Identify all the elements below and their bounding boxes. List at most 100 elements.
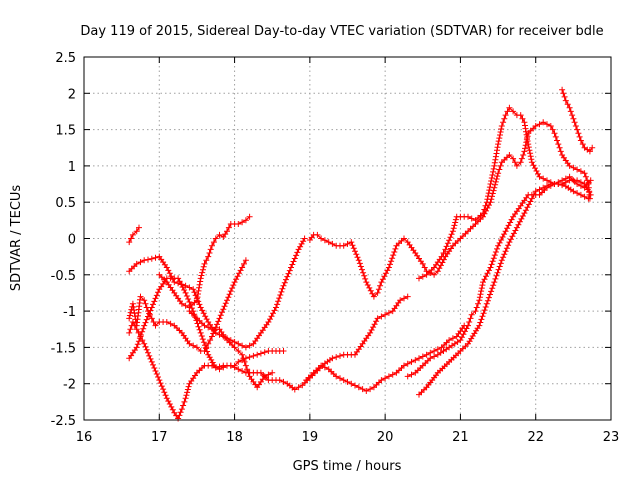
data-point [363, 388, 370, 394]
data-point [556, 144, 563, 151]
data-point [496, 166, 503, 173]
data-point [466, 319, 473, 325]
data-point [200, 263, 207, 270]
data-point [367, 386, 374, 393]
data-point [201, 260, 208, 267]
data-point [360, 269, 367, 276]
data-point [206, 250, 213, 256]
data-point [496, 239, 503, 246]
data-point [244, 366, 251, 373]
data-point [207, 246, 214, 253]
data-point [185, 383, 192, 390]
y-tick-label: -2 [63, 378, 76, 393]
data-point [499, 234, 506, 240]
data-point [517, 159, 524, 166]
data-point [487, 291, 493, 298]
data-point [443, 243, 450, 250]
data-point [195, 287, 202, 294]
series-1 [126, 224, 142, 246]
data-point [370, 324, 377, 331]
data-point [196, 301, 203, 308]
data-point [153, 292, 160, 299]
y-tick-label: -0.5 [51, 269, 76, 284]
data-point [473, 304, 480, 311]
data-point [231, 362, 238, 369]
data-point [509, 233, 516, 240]
data-point [230, 282, 237, 289]
data-point [481, 307, 488, 314]
data-point [210, 239, 217, 246]
data-point [488, 175, 495, 181]
data-point [427, 349, 434, 356]
x-tick-label: 16 [76, 430, 93, 445]
data-point [375, 286, 382, 293]
data-point [490, 168, 497, 175]
data-point [489, 285, 496, 292]
data-point [581, 193, 588, 200]
data-point [127, 326, 134, 333]
data-point [382, 311, 389, 318]
data-point [581, 170, 588, 177]
data-point [359, 266, 365, 273]
data-point [239, 219, 246, 226]
data-point [551, 130, 558, 137]
data-point [498, 237, 505, 243]
data-point [483, 199, 490, 206]
data-point [168, 403, 175, 410]
data-point [281, 279, 288, 286]
data-point [239, 342, 246, 349]
y-tick-label: -2.5 [51, 414, 76, 429]
data-point [283, 276, 289, 283]
data-point [203, 344, 210, 351]
data-point [468, 311, 475, 318]
data-point [139, 337, 146, 344]
data-point [236, 270, 243, 277]
data-point [498, 126, 505, 132]
data-point [390, 252, 397, 259]
data-point [197, 304, 204, 311]
data-point [387, 261, 393, 268]
data-point [337, 375, 343, 382]
data-point [544, 177, 550, 184]
data-point [182, 289, 189, 296]
data-point [495, 266, 502, 273]
data-point [585, 195, 592, 202]
data-point [133, 326, 140, 333]
data-point [301, 235, 308, 242]
data-point [362, 275, 369, 282]
data-point [261, 349, 268, 356]
data-point [239, 264, 246, 271]
data-point [150, 361, 156, 368]
series-line [418, 183, 589, 396]
data-point [408, 358, 415, 365]
x-tick-label: 22 [527, 430, 544, 445]
data-point [419, 273, 426, 280]
data-point [446, 237, 453, 244]
data-point [314, 231, 321, 238]
data-point [288, 264, 294, 271]
data-point [574, 166, 581, 173]
y-tick-label: -1.5 [51, 341, 76, 356]
data-point [467, 315, 474, 322]
data-point [567, 108, 574, 115]
data-point [153, 371, 160, 377]
data-point [229, 285, 236, 292]
data-point [280, 348, 287, 354]
data-point [231, 279, 238, 286]
data-point [486, 187, 493, 194]
data-point [497, 132, 503, 138]
data-point [235, 358, 242, 365]
data-point [344, 240, 351, 247]
data-point [442, 246, 449, 253]
data-point [126, 329, 133, 336]
data-point [401, 235, 407, 242]
data-point [446, 337, 453, 344]
data-point [412, 357, 419, 364]
data-point [389, 255, 396, 262]
data-point [318, 235, 325, 242]
data-point [265, 371, 272, 378]
data-point [297, 243, 304, 250]
data-point [242, 257, 249, 264]
data-point [290, 258, 297, 265]
data-point [487, 264, 494, 271]
